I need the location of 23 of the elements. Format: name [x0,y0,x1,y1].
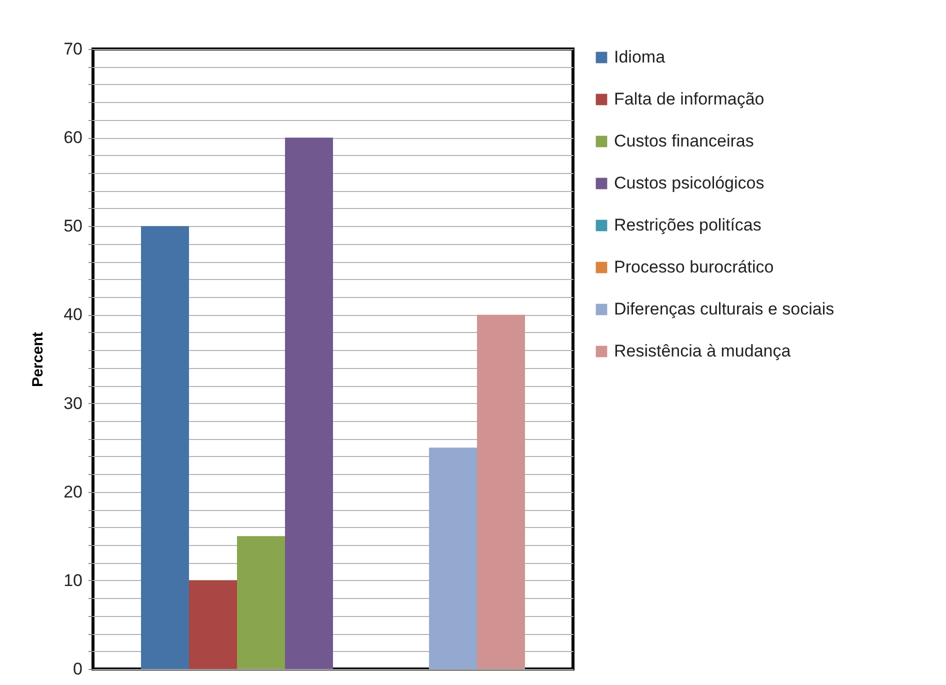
legend-label: Idioma [614,48,666,66]
legend-label: Custos financeiras [614,132,754,150]
y-tick-label: 50 [64,216,82,236]
legend-label: Diferenças culturais e sociais [614,300,834,318]
y-tick-label: 70 [64,40,82,58]
bar [285,138,333,669]
y-tick-label: 30 [64,394,82,413]
bar [429,448,477,669]
y-tick-label: 10 [64,570,82,590]
legend-label: Processo burocrático [614,258,774,276]
bar [477,314,525,669]
y-tick-label: 0 [73,660,82,678]
y-axis-title: Percent [30,332,47,388]
y-tick-label: 60 [64,128,82,148]
bar [237,536,285,669]
legend-label: Resistência à mudança [614,342,792,360]
legend-label: Falta de informação [614,90,764,108]
y-tick-label: 20 [64,482,82,502]
legend-label: Restrições politícas [614,216,762,234]
bar [141,226,189,669]
legend-label: Custos psicológicos [614,174,764,192]
bar [189,580,237,669]
y-tick-label: 40 [64,305,82,324]
